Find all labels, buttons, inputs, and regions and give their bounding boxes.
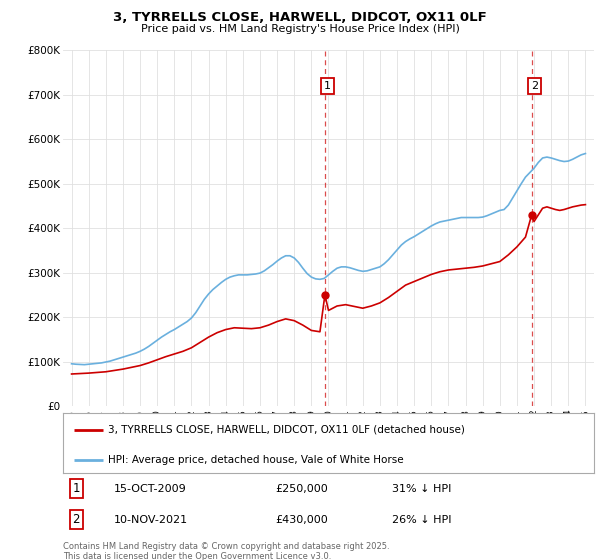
Text: £430,000: £430,000 [275,515,328,525]
Text: 26% ↓ HPI: 26% ↓ HPI [392,515,452,525]
Text: 2: 2 [73,514,80,526]
Text: Price paid vs. HM Land Registry's House Price Index (HPI): Price paid vs. HM Land Registry's House … [140,24,460,34]
Text: HPI: Average price, detached house, Vale of White Horse: HPI: Average price, detached house, Vale… [108,455,404,465]
Text: 3, TYRRELLS CLOSE, HARWELL, DIDCOT, OX11 0LF: 3, TYRRELLS CLOSE, HARWELL, DIDCOT, OX11… [113,11,487,24]
Text: £250,000: £250,000 [275,483,328,493]
Text: 31% ↓ HPI: 31% ↓ HPI [392,483,452,493]
Text: Contains HM Land Registry data © Crown copyright and database right 2025.
This d: Contains HM Land Registry data © Crown c… [63,542,389,560]
Text: 1: 1 [324,81,331,91]
Text: 1: 1 [73,482,80,495]
Text: 3, TYRRELLS CLOSE, HARWELL, DIDCOT, OX11 0LF (detached house): 3, TYRRELLS CLOSE, HARWELL, DIDCOT, OX11… [108,424,465,435]
Text: 15-OCT-2009: 15-OCT-2009 [113,483,186,493]
Text: 10-NOV-2021: 10-NOV-2021 [113,515,188,525]
Text: 2: 2 [530,81,538,91]
